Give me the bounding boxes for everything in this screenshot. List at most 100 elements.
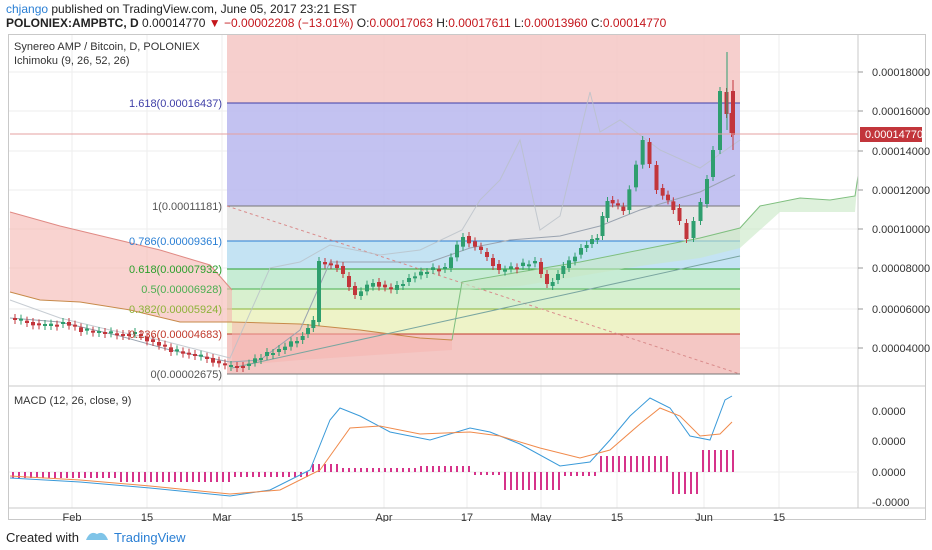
- macd-histogram-bar: [414, 468, 416, 472]
- candle-body: [73, 324, 77, 327]
- candle-body: [241, 366, 245, 368]
- candle-body: [19, 318, 23, 321]
- macd-histogram-bar: [354, 468, 356, 472]
- candle-body: [497, 264, 501, 270]
- candle-body: [97, 331, 101, 333]
- candle-body: [515, 267, 519, 270]
- fib-labels: 1.618(0.00016437) 1(0.00011181) 0.786(0.00…: [129, 98, 222, 381]
- candle-body: [590, 239, 594, 244]
- macd-histogram-bar: [618, 456, 620, 472]
- candle-body: [67, 322, 71, 326]
- candle-body: [503, 269, 507, 272]
- candle-body: [247, 363, 251, 366]
- macd-histogram-bar: [384, 468, 386, 472]
- macd-histogram-bar: [588, 472, 590, 476]
- candle-body: [323, 262, 327, 265]
- ichimoku-legend[interactable]: Ichimoku (9, 26, 52, 26): [14, 55, 130, 67]
- macd-histogram-bar: [624, 456, 626, 472]
- macd-histogram-bar: [288, 472, 290, 477]
- macd-histogram-bar: [294, 472, 296, 477]
- macd-histogram-bar: [708, 450, 710, 472]
- macd-tick-label: 0.0000: [872, 436, 906, 448]
- macd-histogram-bar: [240, 472, 242, 477]
- author-link[interactable]: chjango: [6, 2, 49, 16]
- candle-body: [425, 272, 429, 274]
- span-a-line: [451, 175, 859, 341]
- macd-histogram-bar: [492, 472, 494, 475]
- candle-body: [556, 274, 560, 280]
- time-tick-label: 17: [461, 512, 473, 522]
- macd-histogram-bar: [282, 472, 284, 477]
- macd-histogram-bar: [270, 472, 272, 477]
- time-axis[interactable]: Feb 15 Mar 15 Apr 17 May 15 Jun 15: [63, 512, 786, 522]
- macd-histogram-bar: [12, 472, 14, 478]
- time-tick-label: 15: [611, 512, 623, 522]
- candle-body: [407, 278, 411, 282]
- time-tick-label: Mar: [213, 512, 232, 522]
- created-with-label: Created with: [6, 530, 79, 545]
- chikou-line: [9, 91, 741, 359]
- macd-histogram-bar: [72, 472, 74, 478]
- candle-body: [253, 358, 257, 363]
- price-tick-label: 0.00018000: [872, 67, 930, 79]
- candle-body: [115, 333, 119, 336]
- macd-histogram-bar: [60, 472, 62, 478]
- macd-histogram-bar: [342, 468, 344, 472]
- symbol-info: POLONIEX:AMPBTC, D 0.00014770 ▼ −0.00002…: [6, 16, 666, 30]
- candlestick-series[interactable]: [13, 52, 735, 372]
- macd-histogram-bar: [264, 472, 266, 477]
- candle-body: [229, 365, 233, 367]
- candle-body: [461, 237, 465, 247]
- macd-histogram-bar: [18, 472, 20, 478]
- macd-histogram-bar: [36, 472, 38, 478]
- macd-histogram-bar: [318, 464, 320, 472]
- price-axis[interactable]: 0.00018000 0.00016000 0.00014000 0.00012000…: [858, 67, 930, 355]
- candle-body: [187, 352, 191, 355]
- macd-histogram-bar: [78, 472, 80, 478]
- candle-body: [449, 257, 453, 268]
- macd-histogram-bar: [432, 466, 434, 472]
- macd-histogram-bar: [162, 472, 164, 482]
- macd-axis[interactable]: 0.0000 0.0000 0.0000 -0.0000: [872, 406, 909, 509]
- macd-histogram-bar: [306, 472, 308, 477]
- macd-histogram-bar: [54, 472, 56, 478]
- candle-body: [479, 246, 483, 250]
- candle-body: [579, 248, 583, 255]
- candle-body: [271, 353, 275, 355]
- fib-retracement[interactable]: [226, 35, 741, 375]
- macd-pane[interactable]: [9, 395, 858, 497]
- macd-histogram-bar: [420, 466, 422, 472]
- candle-body: [539, 262, 543, 274]
- candle-body: [584, 245, 589, 248]
- time-tick-label: May: [531, 512, 552, 522]
- candle-body: [684, 223, 689, 239]
- macd-histogram-bar: [642, 456, 644, 472]
- candle-body: [85, 328, 89, 331]
- candle-body: [595, 238, 600, 240]
- candle-body: [311, 320, 316, 328]
- tradingview-brand[interactable]: TradingView: [114, 530, 186, 545]
- macd-legend[interactable]: MACD (12, 26, close, 9): [14, 395, 131, 407]
- candle-body: [265, 352, 269, 356]
- candle-body: [211, 358, 215, 363]
- last-price: 0.00014770: [142, 16, 206, 30]
- chart-svg[interactable]: 1.618(0.00016437) 1(0.00011181) 0.786(0.00…: [0, 0, 932, 522]
- fib-level-label: 0.786(0.00009361): [129, 236, 222, 248]
- macd-tick-label: 0.0000: [872, 406, 906, 418]
- macd-histogram-bar: [720, 450, 722, 472]
- macd-histogram-bar: [570, 472, 572, 476]
- macd-line: [9, 395, 733, 497]
- candle-body: [295, 341, 299, 344]
- close-label: C:: [590, 16, 603, 30]
- candle-body: [353, 286, 357, 295]
- candle-body: [634, 164, 638, 188]
- candle-body: [25, 320, 29, 323]
- high-value: 0.00017611: [448, 16, 511, 30]
- candle-body: [443, 267, 447, 269]
- macd-histogram-bar: [732, 450, 734, 472]
- macd-histogram-bar: [216, 472, 218, 482]
- macd-histogram-bar: [726, 450, 728, 472]
- candle-body: [43, 324, 47, 326]
- cloud-bullish-right: [452, 176, 858, 340]
- macd-histogram-bar: [666, 456, 668, 472]
